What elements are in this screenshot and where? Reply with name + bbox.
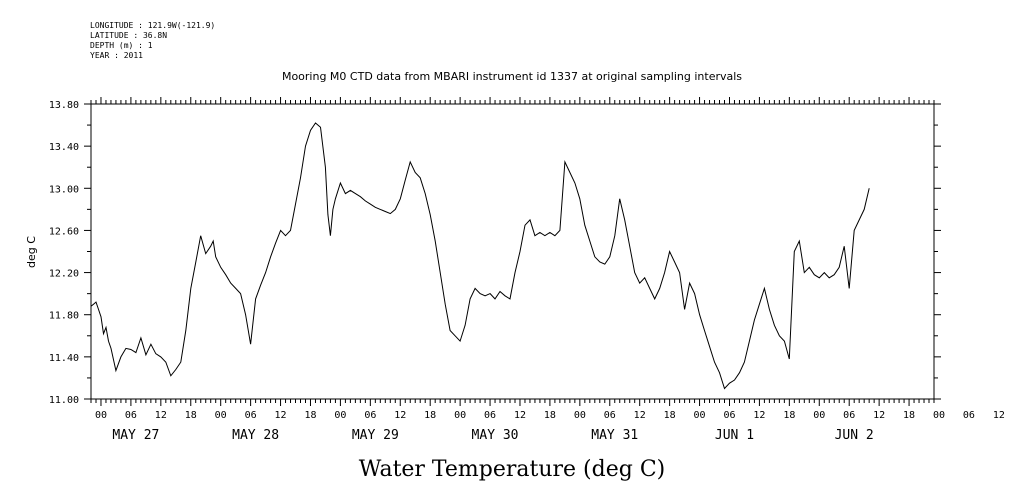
x-hour-label: 06 xyxy=(484,410,496,421)
x-day-label: MAY 28 xyxy=(232,428,279,443)
x-axis: 00 06 12 18 00 06 12 18 00 06 12 18 00 06 12 18 00 06 12 18… xyxy=(90,97,1005,443)
year-label: YEAR : 2011 xyxy=(90,51,143,60)
x-hour-label: 06 xyxy=(125,410,137,421)
x-hour-label: 12 xyxy=(873,410,885,421)
temperature-series-line xyxy=(90,122,870,390)
y-tick-label: 12.60 xyxy=(49,226,79,237)
y-axis-label: deg C xyxy=(25,236,38,268)
x-hour-label: 12 xyxy=(993,410,1005,421)
x-hour-label: 12 xyxy=(634,410,646,421)
x-axis-label: Water Temperature (deg C) xyxy=(359,457,666,482)
x-hour-label: 18 xyxy=(304,410,316,421)
y-tick-label: 12.20 xyxy=(49,269,79,280)
x-hour-label: 12 xyxy=(514,410,526,421)
x-hour-label: 00 xyxy=(933,410,945,421)
x-hour-label: 06 xyxy=(723,410,735,421)
x-hour-label: 12 xyxy=(394,410,406,421)
depth-label: DEPTH (m) : 1 xyxy=(90,41,153,50)
latitude-label: LATITUDE : 36.8N xyxy=(90,31,168,40)
x-hour-label: 18 xyxy=(185,410,197,421)
longitude-label: LONGITUDE : 121.9W(-121.9) xyxy=(90,21,216,30)
y-tick-label: 11.40 xyxy=(49,353,79,364)
x-hour-label: 12 xyxy=(155,410,167,421)
x-day-label: MAY 31 xyxy=(591,428,638,443)
x-hour-label: 06 xyxy=(843,410,855,421)
x-day-label: MAY 30 xyxy=(472,428,519,443)
x-day-label: MAY 29 xyxy=(352,428,399,443)
x-hour-label: 00 xyxy=(574,410,586,421)
y-axis: 11.00 11.40 11.80 12.20 12.60 13.00 13.40 13.80 xyxy=(49,100,941,406)
metadata-block: LONGITUDE : 121.9W(-121.9) LATITUDE : 36… xyxy=(90,21,215,61)
y-tick-label: 13.40 xyxy=(49,142,79,153)
x-hour-label: 00 xyxy=(215,410,227,421)
y-tick-label: 11.80 xyxy=(49,311,79,322)
x-day-label: JUN 1 xyxy=(715,428,754,443)
x-hour-label: 00 xyxy=(95,410,107,421)
x-hour-label: 00 xyxy=(454,410,466,421)
chart-title: Mooring M0 CTD data from MBARI instrumen… xyxy=(282,70,742,83)
x-hour-label: 06 xyxy=(245,410,257,421)
x-day-label: MAY 27 xyxy=(112,428,159,443)
x-hour-label: 00 xyxy=(813,410,825,421)
x-hour-label: 18 xyxy=(903,410,915,421)
x-hour-label: 06 xyxy=(364,410,376,421)
x-day-label: JUN 2 xyxy=(835,428,874,443)
x-hour-label: 12 xyxy=(753,410,765,421)
x-hour-label: 06 xyxy=(604,410,616,421)
x-hour-label: 06 xyxy=(963,410,975,421)
y-tick-label: 13.00 xyxy=(49,184,79,195)
x-hour-label: 12 xyxy=(275,410,287,421)
x-hour-label: 18 xyxy=(424,410,436,421)
plot-frame xyxy=(90,103,935,400)
x-hour-label: 00 xyxy=(694,410,706,421)
y-tick-label: 13.80 xyxy=(49,100,79,111)
x-hour-label: 18 xyxy=(544,410,556,421)
x-hour-label: 18 xyxy=(664,410,676,421)
x-hour-label: 00 xyxy=(334,410,346,421)
x-hour-label: 18 xyxy=(783,410,795,421)
y-tick-label: 11.00 xyxy=(49,395,79,406)
